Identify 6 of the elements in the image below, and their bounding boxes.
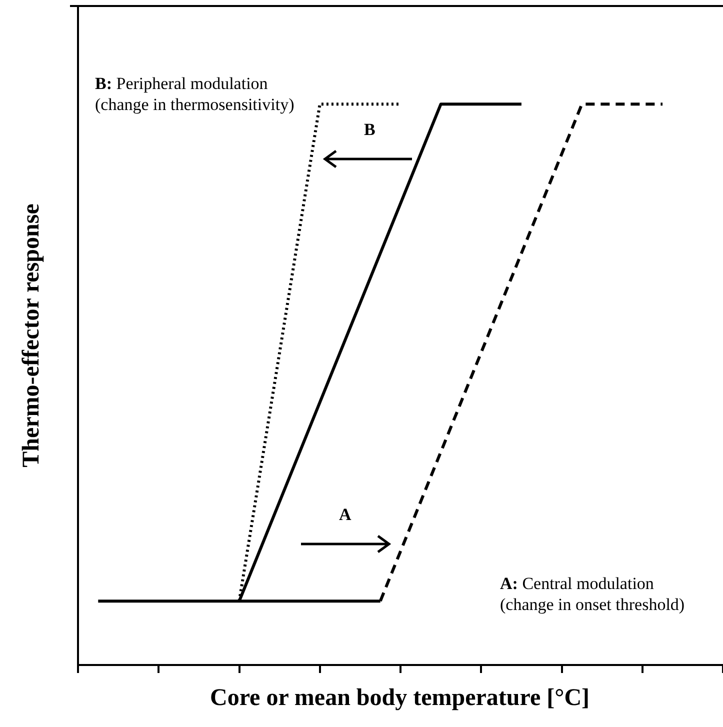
x-axis-title: Core or mean body temperature [°C] <box>210 685 590 712</box>
annotation: A: Central modulation (change in onset threshold) <box>500 573 685 615</box>
annotation: B <box>364 120 376 140</box>
annotation: B: Peripheral modulation (change in thermosensitivity) <box>95 73 294 115</box>
y-axis-title: Thermo-effector response <box>18 204 46 468</box>
annotation: A <box>339 505 352 525</box>
